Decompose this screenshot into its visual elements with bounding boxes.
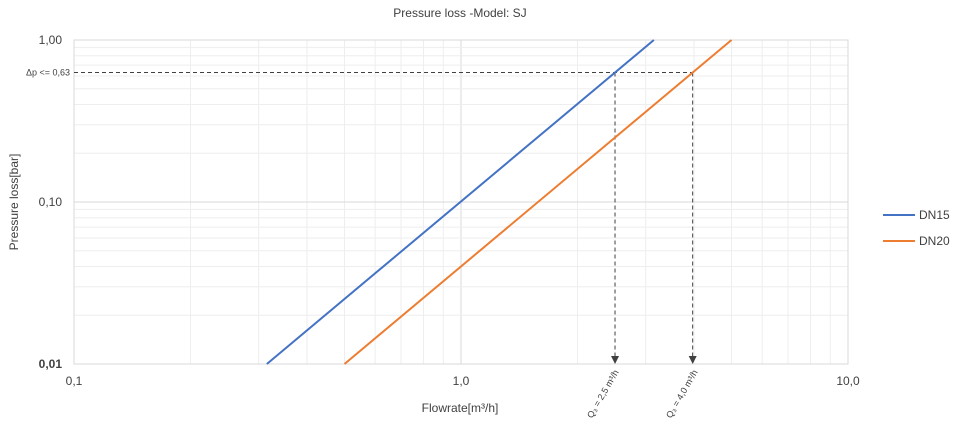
grid [74,40,848,364]
x-tick-label: 10,0 [836,374,860,388]
y-tick-labels: 0,01 0,10 1,00 [39,33,63,371]
series-layer [266,39,733,365]
x-axis-label: Flowrate[m³/h] [422,401,499,415]
plot-area [73,39,849,365]
x-tick-labels: 0,1 1,0 10,0 [66,374,860,388]
x-tick-label: 1,0 [453,374,470,388]
reference-lines: Δp <= 0,63 [26,68,697,364]
legend-label: DN15 [919,208,950,222]
annotations: Q₃ = 2,5 m³/h Q₃ = 4,0 m³/h [585,368,700,420]
y-axis-label: Pressure loss[bar] [7,154,21,251]
y-tick-label: 1,00 [39,33,63,47]
series-line-dn20 [343,39,733,365]
chart-title: Pressure loss -Model: SJ [393,6,526,20]
arrow-head [688,356,697,364]
flow-annotation: Q₃ = 4,0 m³/h [664,368,700,420]
arrow-head [611,356,620,364]
series-line-dn15 [266,39,655,365]
y-tick-label: 0,10 [39,195,63,209]
legend-label: DN20 [919,234,950,248]
flow-annotation: Q₃ = 2,5 m³/h [585,368,621,420]
legend: DN15 DN20 [883,208,950,248]
x-tick-label: 0,1 [66,374,83,388]
y-tick-label: 0,01 [39,357,63,371]
reference-line-label: Δp <= 0,63 [26,68,70,78]
